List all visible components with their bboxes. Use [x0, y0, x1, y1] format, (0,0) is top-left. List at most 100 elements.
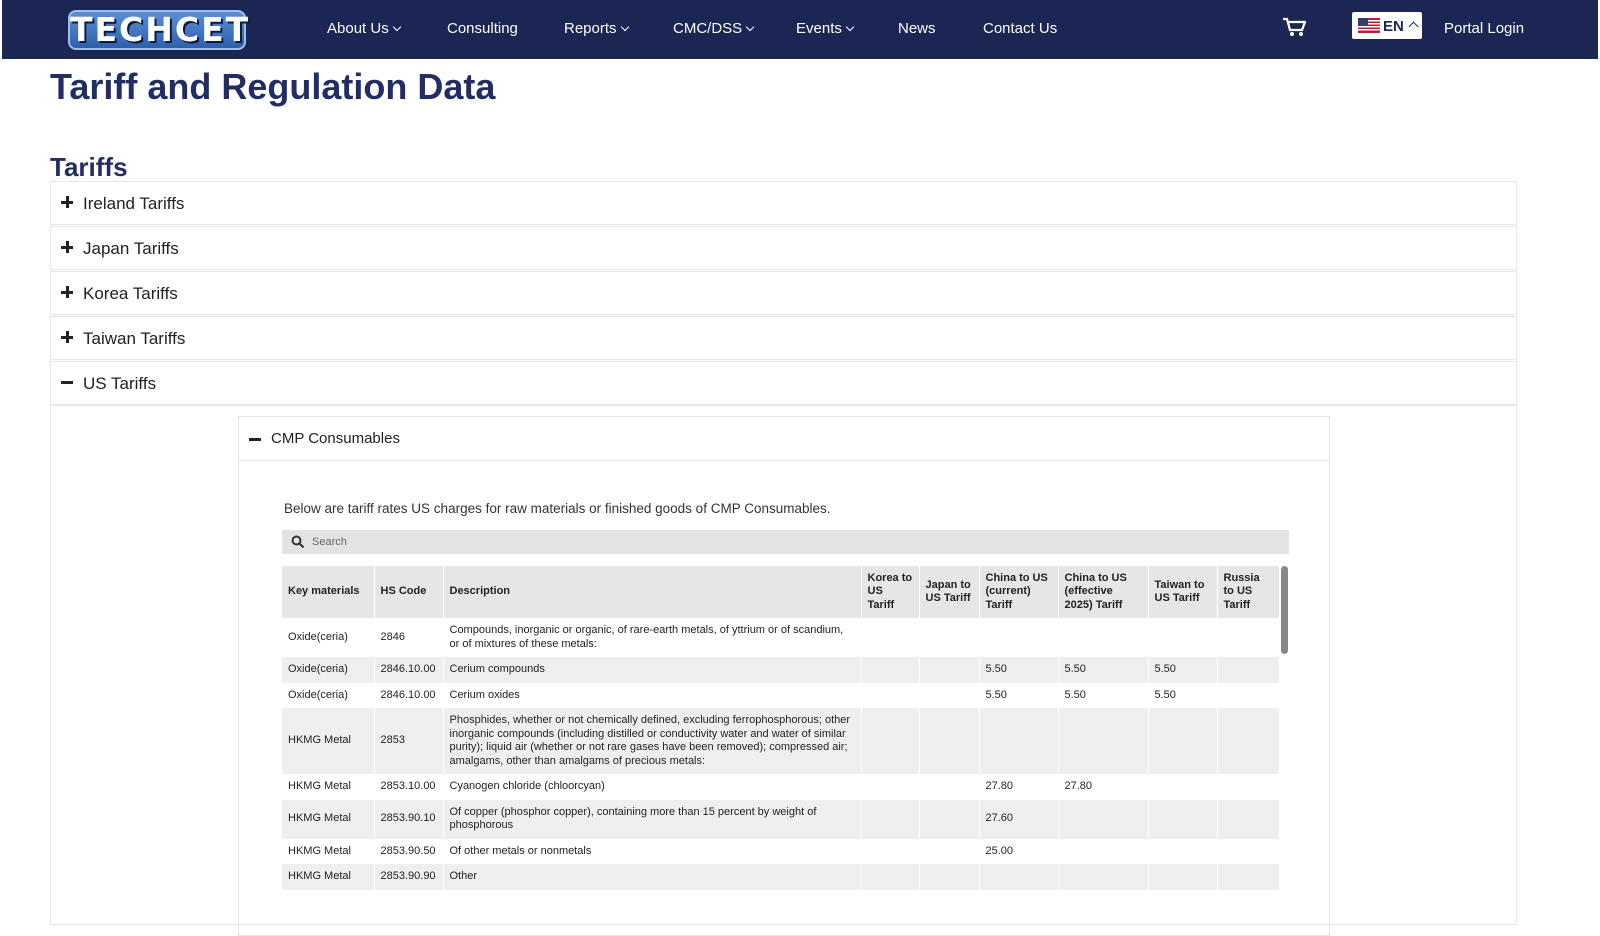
- accordion-header[interactable]: Korea Tariffs: [50, 271, 1517, 315]
- column-header[interactable]: Korea to US Tariff: [861, 566, 920, 618]
- column-header[interactable]: Russia to US Tariff: [1217, 566, 1280, 618]
- flag-icon: [1358, 18, 1380, 33]
- column-header[interactable]: Japan to US Tariff: [919, 566, 980, 618]
- accordion-header[interactable]: Japan Tariffs: [50, 226, 1517, 270]
- table-row: HKMG Metal 2853.10.00 Cyanogen chloride (c…: [282, 774, 1280, 800]
- accordion-title: Japan Tariffs: [83, 239, 179, 258]
- table-cell: [861, 657, 920, 683]
- column-header[interactable]: HS Code: [374, 566, 444, 618]
- table-cell: [1058, 799, 1149, 839]
- intro-text: Below are tariff rates US charges for ra…: [284, 501, 831, 516]
- table-cell: [1058, 838, 1149, 864]
- nav-label: About Us: [327, 20, 389, 37]
- column-header[interactable]: China to US (current) Tariff: [979, 566, 1059, 618]
- nav-label: Events: [796, 20, 842, 37]
- chevron: [392, 22, 401, 32]
- table-cell: [1058, 864, 1149, 890]
- table-cell: Cerium oxides: [443, 682, 862, 708]
- chevron: [620, 22, 629, 32]
- accordion-header[interactable]: Taiwan Tariffs: [50, 316, 1517, 360]
- table-cell: 2853.90.50: [374, 838, 444, 864]
- table-cell: Cerium compounds: [443, 657, 862, 683]
- language-selector[interactable]: EN: [1352, 12, 1422, 39]
- expand-icon: [61, 196, 73, 208]
- table-cell: [979, 864, 1059, 890]
- accordion-header[interactable]: US Tariffs: [50, 361, 1517, 405]
- nav-item[interactable]: Consulting: [447, 20, 518, 37]
- table-cell: [861, 774, 920, 800]
- table-cell: 5.50: [1148, 657, 1218, 683]
- nav-item[interactable]: Contact Us: [983, 20, 1057, 37]
- table-cell: [1217, 682, 1280, 708]
- nav-item[interactable]: Events: [796, 20, 855, 37]
- column-header[interactable]: Taiwan to US Tariff: [1148, 566, 1218, 618]
- table-cell: 5.50: [979, 657, 1059, 683]
- table-cell: HKMG Metal: [282, 838, 375, 864]
- table-cell: 2853: [374, 708, 444, 774]
- table-cell: [979, 618, 1059, 657]
- table-cell: [919, 864, 980, 890]
- table-cell: 2853.90.90: [374, 864, 444, 890]
- table-cell: Oxide(ceria): [282, 682, 375, 708]
- portal-login[interactable]: Portal Login: [1444, 20, 1525, 37]
- table-cell: Oxide(ceria): [282, 657, 375, 683]
- table-cell: [1148, 618, 1218, 657]
- table-cell: 2846.10.00: [374, 682, 444, 708]
- collapse-icon: [249, 433, 261, 445]
- table-cell: [1148, 799, 1218, 839]
- nav-item[interactable]: About Us: [327, 20, 401, 37]
- nav-label: Reports: [564, 20, 617, 37]
- nav-item[interactable]: CMC/DSS: [673, 20, 755, 37]
- table-cell: [919, 708, 980, 774]
- accordion-title: Taiwan Tariffs: [83, 329, 186, 348]
- nav-item[interactable]: News: [898, 20, 936, 37]
- expand-icon: [61, 331, 73, 343]
- page-title: Tariff and Regulation Data: [50, 66, 496, 107]
- table-cell: [1217, 799, 1280, 839]
- search-icon: [291, 535, 305, 549]
- table-cell: [1217, 774, 1280, 800]
- section-title: Tariffs: [50, 152, 128, 182]
- column-header[interactable]: Description: [443, 566, 862, 618]
- search-box[interactable]: Search: [282, 530, 1289, 554]
- table-cell: HKMG Metal: [282, 864, 375, 890]
- table-cell: [979, 708, 1059, 774]
- table-cell: [861, 618, 920, 657]
- table-cell: 2846.10.00: [374, 657, 444, 683]
- table-cell: [919, 838, 980, 864]
- accordion-title: Korea Tariffs: [83, 284, 178, 303]
- tariff-table: Key materials HS Code Description Korea to …: [282, 566, 1280, 890]
- table-row: Oxide(ceria) 2846 Compounds, inorganic or …: [282, 618, 1280, 657]
- table-cell: [919, 682, 980, 708]
- search-placeholder: Search: [312, 536, 347, 548]
- table-cell: 5.50: [1148, 682, 1218, 708]
- nav-label: Consulting: [447, 20, 518, 37]
- table-cell: Compounds, inorganic or organic, of rare…: [443, 618, 862, 657]
- chevron: [1408, 21, 1419, 32]
- table-cell: 2846: [374, 618, 444, 657]
- accordion-title: Ireland Tariffs: [83, 194, 185, 213]
- table-cell: HKMG Metal: [282, 774, 375, 800]
- table-cell: 5.50: [1058, 682, 1149, 708]
- table-cell: 25.00: [979, 838, 1059, 864]
- cart-icon[interactable]: [1282, 16, 1306, 38]
- table-cell: [1058, 618, 1149, 657]
- table-cell: [861, 708, 920, 774]
- table-cell: [1148, 708, 1218, 774]
- table-cell: HKMG Metal: [282, 799, 375, 839]
- table-cell: Phosphides, whether or not chemically de…: [443, 708, 862, 774]
- nav-label: CMC/DSS: [673, 20, 743, 37]
- table-cell: [919, 618, 980, 657]
- column-header[interactable]: Key materials: [282, 566, 375, 618]
- sub-accordion-header[interactable]: CMP Consumables: [239, 417, 1329, 461]
- logo[interactable]: TECHCET: [68, 10, 251, 50]
- nav-item[interactable]: Reports: [564, 20, 629, 37]
- table-cell: Other: [443, 864, 862, 890]
- column-header[interactable]: China to US (effective 2025) Tariff: [1058, 566, 1149, 618]
- table-cell: 5.50: [979, 682, 1059, 708]
- accordion-title: US Tariffs: [83, 374, 157, 393]
- accordion-header[interactable]: Ireland Tariffs: [50, 181, 1517, 225]
- scrollbar[interactable]: [1281, 566, 1288, 654]
- table-cell: [1148, 864, 1218, 890]
